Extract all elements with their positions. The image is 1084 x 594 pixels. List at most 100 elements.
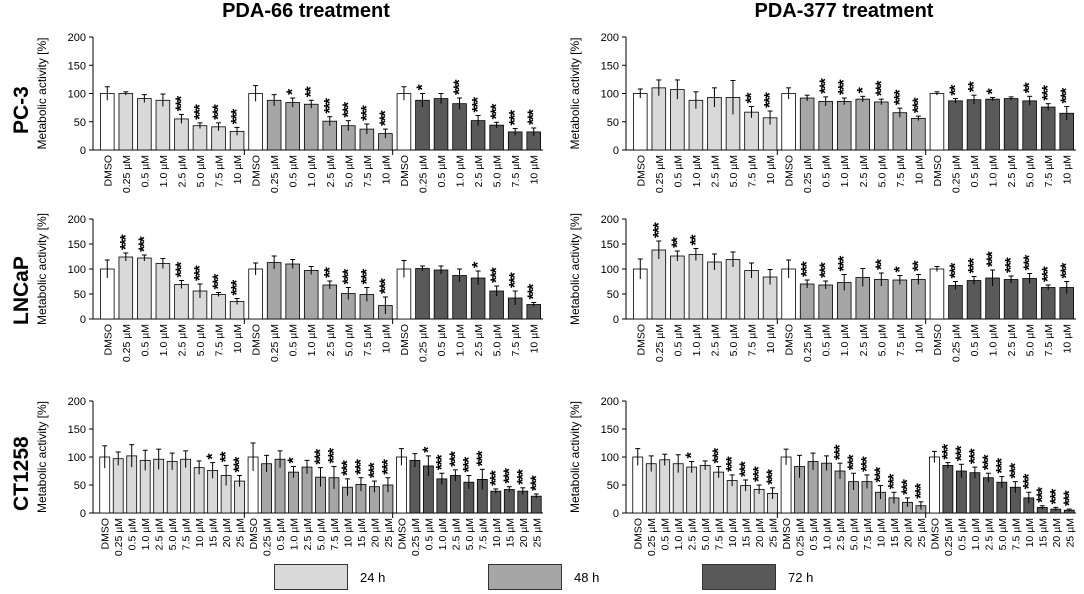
x-tick-label: DMSO [635, 155, 647, 187]
x-tick-label: 5.0 µM [728, 155, 740, 187]
y-axis-title: Metabolic activity [%] [568, 37, 582, 149]
x-tick-label: DMSO [102, 324, 114, 356]
chart-panel-0: 0 50 100 150 200 Metabolic activity [%] DMSO 0.… [35, 32, 543, 193]
x-tick-label: DMSO [100, 518, 112, 550]
x-tick-label: 1.0 µM [970, 518, 982, 550]
bar [396, 93, 412, 151]
significance-label: *** [461, 456, 478, 472]
x-tick-label: 0.5 µM [436, 155, 448, 187]
y-tick-label: 50 [607, 117, 619, 129]
significance-label: *** [1059, 87, 1076, 103]
bar [929, 456, 940, 514]
significance-label: *** [651, 222, 668, 238]
x-tick-label: 0.5 µM [821, 324, 833, 356]
significance-label: *** [1040, 84, 1057, 100]
significance-label: *** [489, 103, 506, 119]
significance-label: *** [353, 458, 370, 474]
y-tick-label: 0 [80, 508, 86, 520]
bar [100, 93, 115, 151]
significance-label: *** [507, 109, 524, 125]
bar [686, 466, 698, 514]
x-tick-label: 7.5 µM [510, 155, 522, 187]
x-tick-label: 7.5 µM [895, 324, 907, 356]
significance-label: *** [818, 77, 835, 93]
significance-label: *** [980, 454, 997, 470]
significance-label: *** [313, 448, 330, 464]
bar [969, 472, 981, 514]
bar [285, 102, 300, 151]
significance-label: *** [489, 267, 506, 283]
significance-label: * [985, 87, 1002, 94]
x-tick-label: 2.5 µM [325, 324, 337, 356]
x-tick-label: DMSO [932, 155, 944, 187]
significance-label: * [286, 457, 303, 464]
x-tick-label: 1.0 µM [839, 324, 851, 356]
x-tick-label: 7.5 µM [747, 155, 759, 187]
x-tick-label: 2.5 µM [1006, 155, 1018, 187]
significance-label: ** [910, 260, 927, 272]
bar [651, 249, 667, 320]
bar [415, 268, 430, 320]
legend-label-48h: 48 h [574, 569, 600, 585]
bar [713, 471, 725, 514]
y-tick-label: 50 [607, 289, 619, 301]
x-tick-label: 0.25 µM [654, 324, 666, 362]
y-tick-label: 50 [74, 289, 86, 301]
significance-label: *** [1021, 473, 1038, 489]
y-tick-label: 0 [80, 314, 86, 326]
x-tick-label: 1.0 µM [455, 155, 467, 187]
y-tick-label: 100 [601, 264, 619, 276]
x-tick-label: DMSO [635, 324, 647, 356]
bar [112, 458, 124, 514]
y-tick-label: 150 [68, 60, 86, 72]
x-tick-label: 5.0 µM [997, 518, 1009, 550]
bar [799, 97, 815, 151]
bar [1040, 106, 1056, 151]
x-tick-label: 15 µM [889, 518, 901, 547]
bar [911, 117, 926, 151]
y-tick-label: 200 [601, 396, 619, 408]
significance-label: *** [434, 454, 451, 470]
bar [155, 263, 171, 320]
x-tick-label: 2.5 µM [858, 324, 870, 356]
bar [818, 284, 833, 320]
significance-label: *** [1022, 254, 1039, 270]
bar [799, 283, 815, 320]
x-tick-label: 5.0 µM [700, 518, 712, 550]
x-tick-label: DMSO [251, 324, 263, 356]
x-tick-label: 20 µM [518, 518, 530, 547]
significance-label: *** [192, 103, 209, 119]
significance-label: *** [818, 262, 835, 278]
bar [911, 279, 926, 320]
x-tick-label: 15 µM [356, 518, 368, 547]
bar [449, 475, 461, 514]
significance-label: *** [377, 278, 394, 294]
x-tick-label: 7.5 µM [477, 518, 489, 550]
significance-label: *** [967, 448, 984, 464]
x-tick-label: DMSO [932, 324, 944, 356]
x-tick-label: 1.0 µM [306, 324, 318, 356]
legend-swatch-24h [274, 564, 348, 590]
bar [303, 103, 319, 151]
significance-label: *** [173, 261, 190, 277]
x-tick-label: 10 µM [1062, 155, 1074, 184]
x-tick-label: 2.5 µM [473, 155, 485, 187]
bar [781, 93, 796, 151]
y-tick-label: 150 [601, 60, 619, 72]
x-tick-label: 2.5 µM [302, 518, 314, 550]
y-tick-label: 150 [68, 239, 86, 251]
legend-48h: 48 h [488, 563, 599, 591]
x-tick-label: DMSO [784, 155, 796, 187]
significance-label: *** [947, 262, 964, 278]
bar [490, 490, 502, 514]
significance-label: * [892, 266, 909, 273]
x-tick-label: 7.5 µM [329, 518, 341, 550]
x-tick-label: 10 µM [194, 518, 206, 547]
significance-label: *** [1061, 490, 1078, 506]
x-tick-label: 5.0 µM [167, 518, 179, 550]
x-tick-label: 10 µM [913, 324, 925, 353]
bar [948, 285, 963, 320]
significance-label: *** [711, 447, 728, 463]
significance-label: ** [322, 266, 339, 278]
